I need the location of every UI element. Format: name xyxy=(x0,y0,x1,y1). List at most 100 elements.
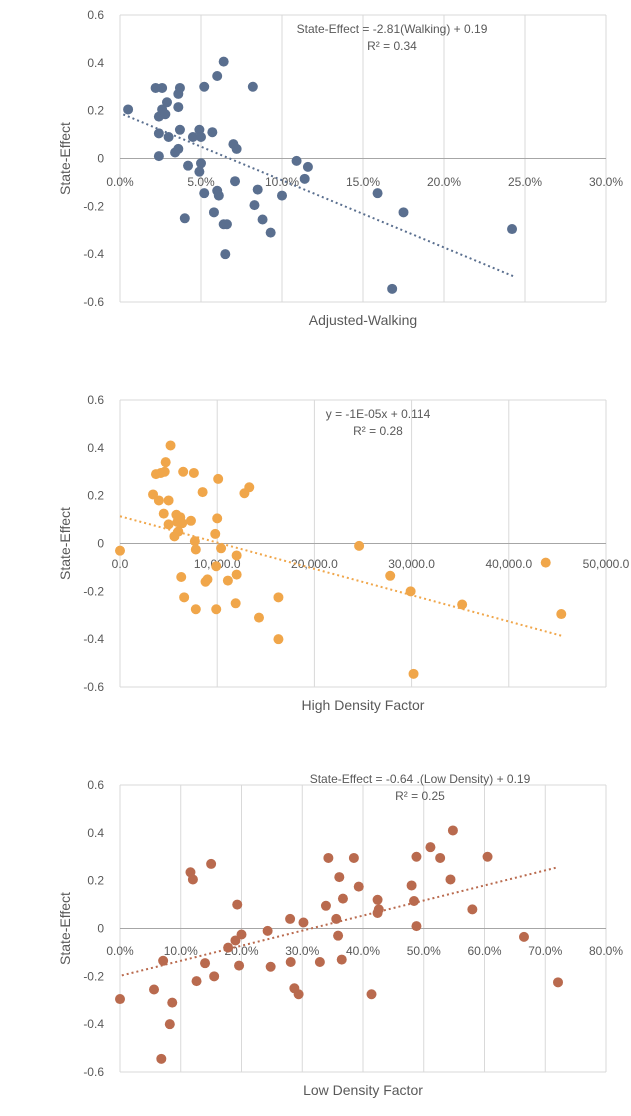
y-tick-label: 0 xyxy=(97,537,104,551)
data-point xyxy=(218,56,229,67)
low-density-scatter-chart: 0.60.40.20-0.2-0.4-0.60.0% 10.0% 20.0% 30.0… xyxy=(57,772,623,1098)
y-tick-label: -0.6 xyxy=(83,680,104,694)
y-axis-title: State-Effect xyxy=(57,892,73,965)
data-point xyxy=(230,598,241,609)
data-point xyxy=(202,574,213,585)
y-axis-title: State-Effect xyxy=(57,507,73,580)
y-tick-label: -0.6 xyxy=(83,1065,104,1079)
trendline-equation: State-Effect = -0.64 .(Low Density) + 0.… xyxy=(310,772,531,786)
y-tick-label: -0.2 xyxy=(83,584,104,598)
x-tick-label: 0.0 xyxy=(112,557,129,571)
data-point xyxy=(165,440,176,451)
data-point xyxy=(183,160,194,171)
gridlines xyxy=(119,784,607,1073)
data-point xyxy=(199,81,210,92)
data-point xyxy=(556,609,567,620)
x-tick-label: 20.0% xyxy=(427,175,461,189)
data-point xyxy=(230,176,241,187)
data-point xyxy=(249,200,260,211)
x-tick-label: 50,000.0 xyxy=(583,557,630,571)
x-tick-label: 10.0% xyxy=(164,944,198,958)
data-point xyxy=(366,989,377,1000)
data-point xyxy=(212,70,223,81)
y-tick-label: -0.2 xyxy=(83,199,104,213)
y-tick-label: 0.4 xyxy=(87,441,104,455)
data-point xyxy=(213,473,224,484)
x-tick-label: 15.0% xyxy=(346,175,380,189)
data-point xyxy=(445,874,456,885)
data-point xyxy=(406,880,417,891)
data-point xyxy=(411,921,422,932)
trendline-equation: State-Effect = -2.81(Walking) + 0.19 xyxy=(297,22,488,36)
data-point xyxy=(336,954,347,965)
y-tick-label: 0.4 xyxy=(87,826,104,840)
x-tick-label: 25.0% xyxy=(508,175,542,189)
data-point xyxy=(247,81,258,92)
y-tick-labels: 0.6 0.4 0.2 0 -0.2 -0.4 -0.6 xyxy=(83,778,104,1079)
data-point xyxy=(265,961,276,972)
data-point xyxy=(457,599,468,610)
data-point xyxy=(334,872,345,883)
x-tick-label: 5.0% xyxy=(187,175,215,189)
data-point xyxy=(337,893,348,904)
data-point xyxy=(372,907,383,918)
r-squared-label: R² = 0.34 xyxy=(367,39,417,53)
data-point xyxy=(176,571,187,582)
data-point xyxy=(467,904,478,915)
y-tick-label: 0.2 xyxy=(87,489,104,503)
data-point xyxy=(189,536,200,547)
data-point xyxy=(115,994,125,1005)
data-point xyxy=(408,668,419,679)
y-tick-label: 0.6 xyxy=(87,8,104,22)
data-point xyxy=(331,913,342,924)
data-point xyxy=(221,219,232,230)
x-axis-title: Adjusted-Walking xyxy=(309,312,417,328)
data-point xyxy=(507,224,518,235)
data-points xyxy=(115,440,567,679)
data-point xyxy=(196,131,206,142)
data-point xyxy=(291,155,302,166)
trendline xyxy=(119,515,563,637)
walking-scatter-chart: 0.6 0.4 0.2 0 -0.2 -0.4 -0.6 0.0% 5.0% 10.0% 15.0%… xyxy=(57,8,623,328)
data-point xyxy=(398,207,409,218)
data-point xyxy=(293,989,304,1000)
data-point xyxy=(482,851,493,862)
data-point xyxy=(385,570,396,581)
x-tick-labels: 0.010,000.020,000.030,000.040,000.050,00… xyxy=(112,557,630,571)
data-points xyxy=(123,56,518,294)
y-tick-label: -0.4 xyxy=(83,247,104,261)
data-point xyxy=(173,143,184,154)
x-tick-label: 0.0% xyxy=(106,175,134,189)
data-point xyxy=(159,466,170,477)
data-point xyxy=(285,956,296,967)
data-point xyxy=(196,158,206,169)
data-point xyxy=(220,249,231,260)
data-point xyxy=(213,190,224,201)
data-point xyxy=(252,184,263,195)
x-tick-label: 0.0% xyxy=(106,944,134,958)
data-point xyxy=(174,82,185,93)
x-tick-labels: 0.0% 5.0% 10.0% 15.0% 20.0% 25.0% 30.0% xyxy=(106,175,623,189)
data-point xyxy=(158,508,169,519)
data-point xyxy=(156,1053,167,1064)
x-tick-label: 40.0% xyxy=(346,944,380,958)
data-point xyxy=(244,482,255,493)
x-tick-label: 80.0% xyxy=(589,944,623,958)
trendline-equation: y = -1E-05x + 0.114 xyxy=(326,407,431,421)
data-point xyxy=(253,612,264,623)
data-point xyxy=(231,143,242,154)
data-point xyxy=(257,214,268,225)
data-point xyxy=(157,82,168,93)
data-point xyxy=(273,592,284,603)
data-point xyxy=(354,540,365,551)
data-point xyxy=(372,188,383,199)
data-point xyxy=(302,161,313,172)
data-point xyxy=(163,495,174,506)
data-point xyxy=(211,561,222,572)
data-point xyxy=(320,900,331,911)
data-point xyxy=(277,190,287,201)
data-point xyxy=(206,858,217,869)
data-point xyxy=(173,526,184,537)
data-point xyxy=(211,604,222,615)
data-point xyxy=(174,124,185,135)
